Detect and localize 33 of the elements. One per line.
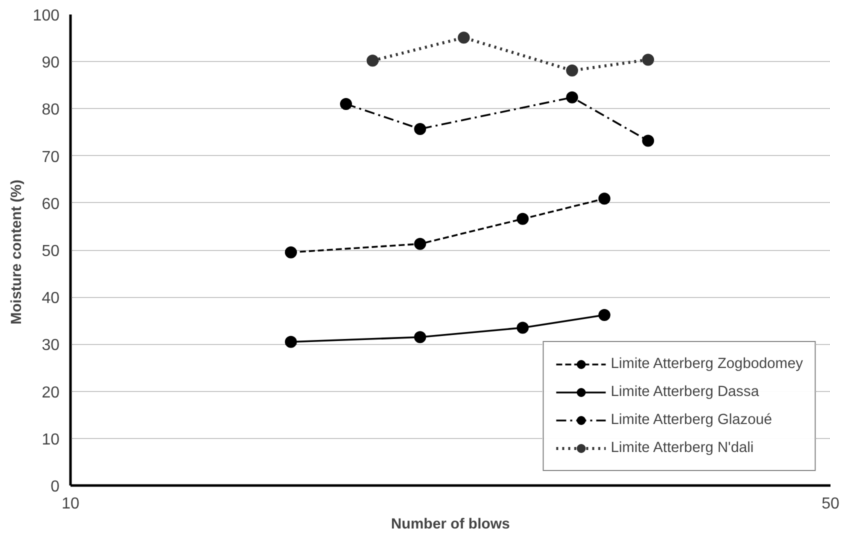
legend-label: Limite Atterberg Glazoué [610,412,772,428]
y-tick-label: 0 [50,478,60,496]
point [414,331,426,344]
y-tick-label: 10 [42,431,60,448]
y-tick-label: 90 [42,54,60,72]
y-tick-label: 80 [42,102,60,119]
y-tick-label: 20 [42,384,60,402]
point [414,238,426,250]
legend-label: Limite Atterberg Zogbodomey [610,356,803,372]
point [566,91,578,104]
y-tick-label: 50 [42,243,60,260]
x-axis-title: Number of blows [391,516,510,532]
point [642,134,654,147]
y-tick-label: 40 [42,290,60,308]
y-tick-label: 30 [42,337,60,354]
point [516,322,529,334]
point [458,32,470,44]
point [366,54,379,67]
point [642,54,654,66]
point [598,309,610,321]
y-tick-label: 70 [42,148,60,166]
point [414,122,426,135]
point [516,212,529,225]
point [598,192,610,205]
point [340,98,352,110]
legend-label: Limite Atterberg N'dali [610,440,754,456]
y-tick-label: 100 [32,8,60,24]
y-tick-label: 60 [42,196,60,213]
point [566,64,578,77]
point [284,246,297,258]
y-axis-title: Moisture content (%) [8,179,25,324]
legend-label: Limite Atterberg Dassa [610,384,759,400]
point [284,336,297,348]
